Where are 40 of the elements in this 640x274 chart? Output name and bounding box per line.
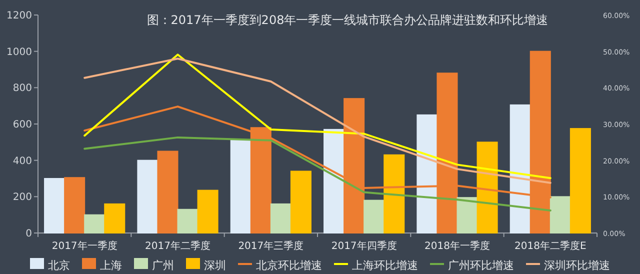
legend-label: 上海 xyxy=(100,259,122,272)
bar xyxy=(177,208,198,234)
y-tick-label: 600 xyxy=(12,120,32,130)
bar xyxy=(384,154,405,234)
x-tick-label: 2018年一季度 xyxy=(424,240,490,252)
bar xyxy=(270,203,292,234)
bar xyxy=(197,190,218,234)
bar xyxy=(104,203,126,234)
x-tick-label: 2017年四季度 xyxy=(331,240,397,252)
bar xyxy=(137,160,158,234)
x-tick-label: 2017年一季度 xyxy=(52,240,118,252)
bar xyxy=(290,170,312,234)
legend-label: 北京环比增速 xyxy=(256,259,322,272)
legend-label: 广州 xyxy=(152,259,174,272)
y-tick-label: 0 xyxy=(26,228,32,240)
line-series xyxy=(84,136,552,212)
bar xyxy=(84,214,106,234)
legend-label: 广州环比增速 xyxy=(448,259,514,272)
bar xyxy=(230,140,252,234)
bar xyxy=(44,178,66,234)
x-tick-label: 2017年二季度 xyxy=(145,240,210,252)
legend-label: 深圳 xyxy=(204,259,226,272)
legend-label: 深圳环比增速 xyxy=(544,259,610,272)
bar xyxy=(364,200,385,234)
y-tick-label: 1000 xyxy=(6,46,32,58)
y-tick-label: 800 xyxy=(12,83,32,94)
legend-label: 上海环比增速 xyxy=(352,259,418,272)
bar xyxy=(64,177,86,234)
bar xyxy=(157,150,178,234)
x-tick-label: 2018年二季度E xyxy=(514,240,586,252)
y-tick-label: 1200 xyxy=(6,10,32,22)
bar xyxy=(570,128,591,234)
legend-label: 北京 xyxy=(48,259,70,272)
bar xyxy=(476,142,498,234)
x-tick-label: 2017年三季度 xyxy=(238,240,304,252)
chart-title: 图：2017年一季度到208年一季度一线城市联合办公品牌进驻数和环比增速 xyxy=(146,13,548,27)
bar xyxy=(550,196,571,234)
bar xyxy=(456,197,478,234)
y-tick-label: 200 xyxy=(12,192,32,204)
y-tick-label: 400 xyxy=(12,156,32,167)
